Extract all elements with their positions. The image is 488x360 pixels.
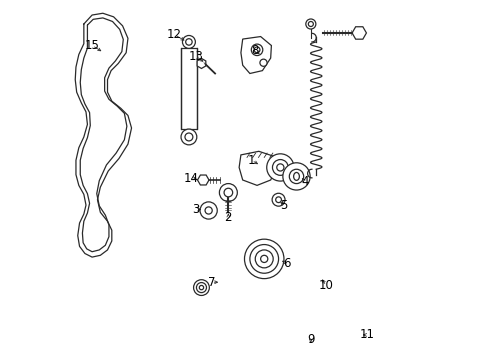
Circle shape [193, 280, 209, 296]
Text: 11: 11 [359, 328, 374, 341]
Text: 7: 7 [207, 276, 215, 289]
Polygon shape [197, 175, 208, 185]
Text: 14: 14 [183, 172, 199, 185]
Circle shape [199, 285, 203, 290]
Circle shape [254, 47, 260, 53]
Circle shape [219, 184, 237, 202]
Circle shape [271, 193, 285, 206]
Text: 4: 4 [301, 175, 308, 188]
Text: 10: 10 [318, 279, 333, 292]
Text: 1: 1 [247, 154, 255, 167]
Circle shape [182, 36, 195, 48]
Polygon shape [351, 27, 366, 39]
Circle shape [260, 255, 267, 262]
Polygon shape [239, 151, 276, 185]
Polygon shape [241, 37, 271, 73]
Circle shape [308, 22, 313, 27]
Text: 5: 5 [280, 199, 287, 212]
Circle shape [275, 197, 281, 203]
Circle shape [249, 244, 278, 273]
Text: 9: 9 [306, 333, 314, 346]
Circle shape [276, 164, 284, 171]
Circle shape [196, 283, 206, 293]
Text: 3: 3 [192, 203, 199, 216]
Text: 6: 6 [283, 257, 290, 270]
Circle shape [204, 207, 212, 214]
Text: 13: 13 [188, 50, 203, 63]
Circle shape [305, 19, 315, 29]
Text: 12: 12 [167, 28, 182, 41]
Circle shape [272, 159, 287, 175]
Polygon shape [181, 48, 196, 129]
Circle shape [185, 39, 192, 45]
Circle shape [255, 250, 273, 268]
Circle shape [282, 163, 309, 190]
Circle shape [289, 169, 303, 184]
Circle shape [244, 239, 284, 279]
Circle shape [224, 188, 232, 197]
Circle shape [260, 59, 266, 66]
Polygon shape [197, 58, 205, 68]
Circle shape [184, 133, 192, 141]
Circle shape [200, 202, 217, 219]
Circle shape [181, 129, 196, 145]
Text: 8: 8 [251, 44, 259, 57]
Text: 2: 2 [224, 211, 232, 224]
Circle shape [251, 44, 262, 55]
Text: 15: 15 [84, 39, 100, 52]
Circle shape [266, 154, 293, 181]
